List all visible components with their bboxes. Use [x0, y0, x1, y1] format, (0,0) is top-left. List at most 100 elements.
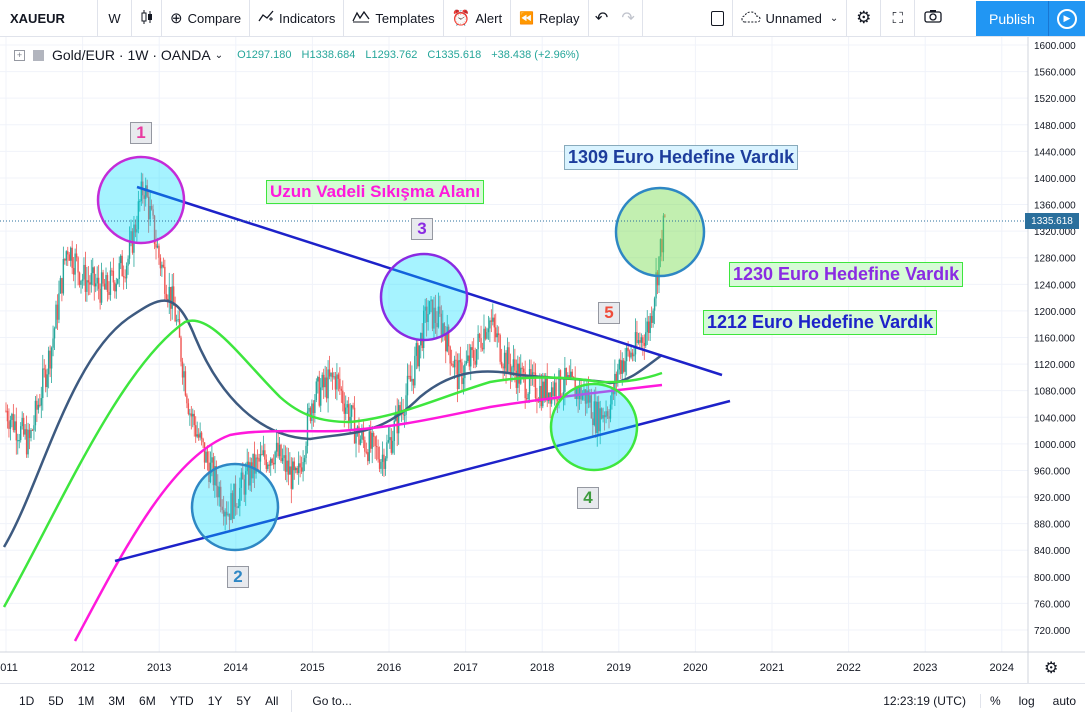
expand-legend-icon[interactable]: + [14, 49, 25, 61]
candle-body [43, 368, 45, 370]
candle-body [328, 369, 331, 377]
fullscreen-button[interactable]: ⛶ [881, 0, 916, 37]
candle-body [74, 253, 76, 275]
fullscreen-toggle-button[interactable] [703, 0, 733, 37]
indicators-button[interactable]: Indicators [250, 0, 345, 37]
snapshot-button[interactable] [915, 0, 951, 37]
candle-body [652, 310, 654, 323]
candle-body [534, 372, 537, 399]
candle-body [192, 413, 194, 417]
interval-button[interactable]: W [98, 0, 132, 37]
candle-body [475, 349, 478, 365]
candle-body [130, 231, 132, 241]
compare-button[interactable]: ⊕ Compare [162, 0, 251, 37]
candle-body [6, 410, 9, 422]
log-toggle[interactable]: log [1018, 694, 1035, 708]
candle-body [642, 337, 644, 343]
candle-body [281, 458, 284, 462]
candle-body [31, 430, 34, 432]
legend-title[interactable]: Gold/EUR · 1W · OANDA [52, 47, 211, 63]
alert-button[interactable]: ⏰ Alert [444, 0, 512, 37]
candle-body [497, 333, 500, 336]
candle-body [427, 314, 429, 323]
range-5y[interactable]: 5Y [236, 693, 252, 708]
layout-name-button[interactable]: Unnamed ⌄ [733, 0, 848, 37]
candle-body [503, 352, 506, 369]
candle-body [222, 510, 225, 517]
candle-body [467, 355, 469, 362]
utc-clock[interactable]: 12:23:19 (UTC) [874, 694, 981, 708]
candle-body [477, 333, 479, 350]
candle-body [608, 416, 610, 419]
undo-icon: ↶ [594, 10, 609, 27]
candle-body [150, 205, 153, 210]
candle-body [439, 306, 441, 314]
candle-body [524, 372, 526, 399]
range-1y[interactable]: 1Y [207, 693, 223, 708]
camera-icon [924, 9, 942, 28]
candle-body [200, 432, 203, 439]
candle-body [42, 368, 44, 399]
play-button[interactable]: ▶ [1048, 1, 1085, 36]
chart-type-button[interactable] [132, 0, 162, 37]
symbol-search[interactable]: XAUEUR [0, 0, 98, 37]
candle-body [5, 410, 7, 412]
candle-body [522, 368, 525, 373]
candle-body [505, 352, 507, 373]
range-ytd[interactable]: YTD [169, 693, 194, 708]
candle-body [367, 452, 369, 462]
current-price-badge: 1335.618 [1025, 213, 1079, 229]
candle-body [189, 413, 191, 415]
target-1212-label: 1212 Euro Hedefine Vardık [703, 310, 938, 335]
price-axis: 1600.000 1560.000 1520.000 1480.000 1440.000… [1034, 41, 1076, 637]
time-tick-label: 2016 [377, 662, 401, 674]
candle-body [384, 458, 387, 469]
candle-body [449, 346, 451, 364]
candle-body [65, 251, 67, 261]
undo-button[interactable]: ↶ [589, 0, 615, 37]
candle-body [45, 369, 47, 388]
price-tick-label: 1160.000 [1034, 334, 1075, 345]
range-all[interactable]: All [265, 693, 279, 708]
candle-body [581, 394, 584, 400]
range-5d[interactable]: 5D [48, 693, 64, 708]
redo-button[interactable]: ↷ [615, 0, 643, 37]
candle-body [268, 464, 270, 466]
candle-body [656, 272, 659, 286]
publish-button[interactable]: Publish [976, 1, 1048, 36]
candle-body [77, 257, 79, 273]
candle-body [312, 403, 315, 413]
auto-toggle[interactable]: auto [1052, 694, 1076, 708]
candle-body [272, 462, 275, 465]
candle-body [147, 196, 150, 220]
candle-body [187, 403, 190, 414]
candle-body [14, 421, 16, 431]
indicators-label: Indicators [279, 10, 336, 26]
settings-button[interactable]: ⚙ [847, 0, 882, 37]
goto-button[interactable]: Go to... [291, 689, 352, 712]
time-axis: 2011 2012 2013 2014 2015 2016 2017 2018 2019 2020… [0, 662, 1014, 674]
candle-body [380, 461, 382, 469]
percent-toggle[interactable]: % [989, 694, 1001, 708]
candle-body [487, 328, 490, 333]
circle-point-4 [549, 382, 639, 472]
price-tick-label: 1360.000 [1034, 201, 1076, 212]
candle-body [139, 201, 141, 203]
candle-body [565, 367, 568, 379]
price-chart[interactable]: 1600.000 1560.000 1520.000 1480.000 1440.000… [0, 37, 1085, 683]
candle-body [283, 455, 285, 459]
replay-button[interactable]: ⏪ Replay [511, 0, 589, 37]
candle-body [252, 453, 254, 479]
range-3m[interactable]: 3M [108, 693, 126, 708]
range-6m[interactable]: 6M [139, 693, 156, 708]
candle-body [383, 454, 385, 469]
axis-settings-icon: ⚙ [1044, 660, 1058, 677]
range-1m[interactable]: 1M [77, 693, 95, 708]
chevron-down-icon[interactable]: ⌄ [214, 49, 224, 61]
candle-body [346, 404, 348, 408]
candle-body [162, 264, 165, 267]
range-1d[interactable]: 1D [19, 693, 35, 708]
templates-button[interactable]: Templates [344, 0, 444, 37]
candle-body [493, 317, 495, 328]
time-tick-label: 2017 [453, 662, 477, 674]
